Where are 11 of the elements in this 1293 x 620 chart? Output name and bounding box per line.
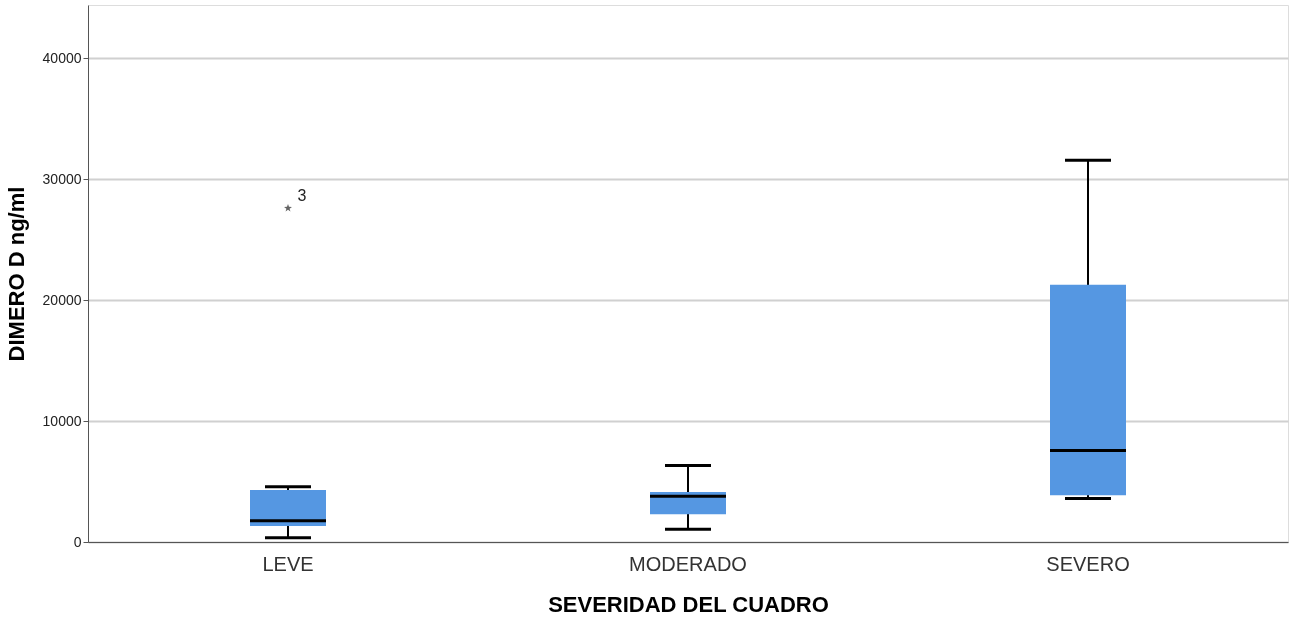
x-tick-label: LEVE (262, 552, 314, 575)
annotation: 3 (297, 187, 307, 205)
y-tick-label: 0 (73, 533, 82, 550)
y-tick-label: 10000 (42, 412, 82, 429)
x-tick-label: SEVERO (1046, 552, 1130, 575)
y-tick-label: 30000 (42, 170, 82, 187)
x-axis-title: SEVERIDAD DEL CUADRO (548, 591, 829, 617)
y-tick-label: 20000 (42, 291, 82, 308)
x-tick-label: MODERADO (629, 552, 747, 575)
y-axis-title: DIMERO D ng/ml (3, 186, 29, 362)
y-tick-label: 40000 (42, 49, 82, 66)
